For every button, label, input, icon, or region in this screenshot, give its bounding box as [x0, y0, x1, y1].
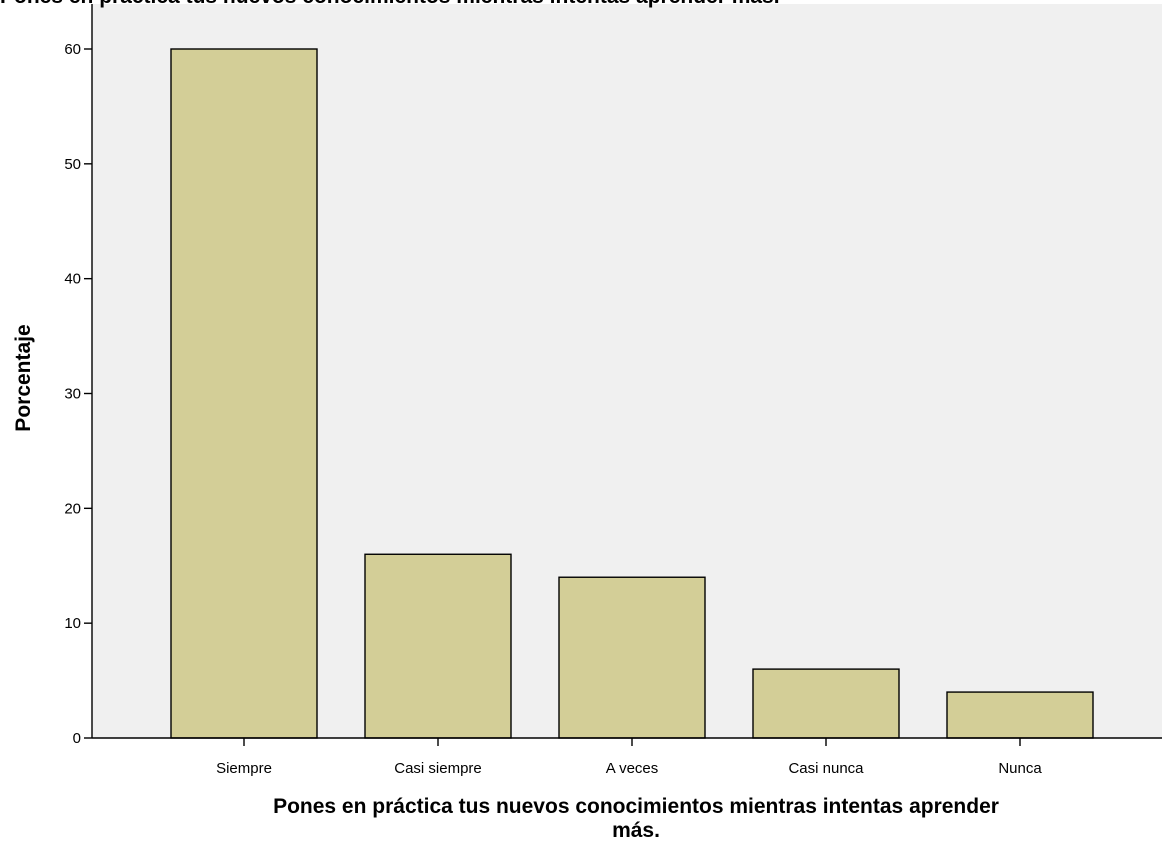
y-tick-label-10: 10: [64, 615, 81, 632]
y-tick-label-0: 0: [73, 730, 81, 747]
y-tick-label-60: 60: [64, 41, 81, 58]
chart-title: Pones en práctica tus nuevos conocimient…: [0, 0, 780, 8]
x-tick-label-siempre: Siempre: [216, 760, 272, 777]
axes-group: [84, 4, 1162, 746]
y-tick-label-20: 20: [64, 500, 81, 517]
labels-group: 0 10 20 30 40 50 60 Siempre Casi siempre A veces C…: [64, 41, 1042, 777]
bar-nunca: [946, 691, 1094, 739]
bar-casi-siempre: [364, 553, 512, 739]
bar-casi-nunca: [752, 668, 900, 739]
y-tick-label-30: 30: [64, 386, 81, 403]
bar-siempre: [170, 48, 318, 739]
x-tick-label-casi-siempre: Casi siempre: [394, 760, 482, 777]
y-tick-label-50: 50: [64, 156, 81, 173]
y-tick-label-40: 40: [64, 271, 81, 288]
x-axis-label-line-2: más.: [612, 819, 660, 842]
x-tick-label-a-veces: A veces: [606, 760, 659, 777]
x-tick-label-nunca: Nunca: [998, 760, 1042, 777]
y-axis-label: Porcentaje: [12, 324, 35, 431]
x-tick-label-casi-nunca: Casi nunca: [788, 760, 864, 777]
bars-group: [170, 48, 1094, 739]
bar-a-veces: [558, 576, 706, 739]
x-axis-label-line-1: Pones en práctica tus nuevos conocimient…: [273, 795, 999, 818]
